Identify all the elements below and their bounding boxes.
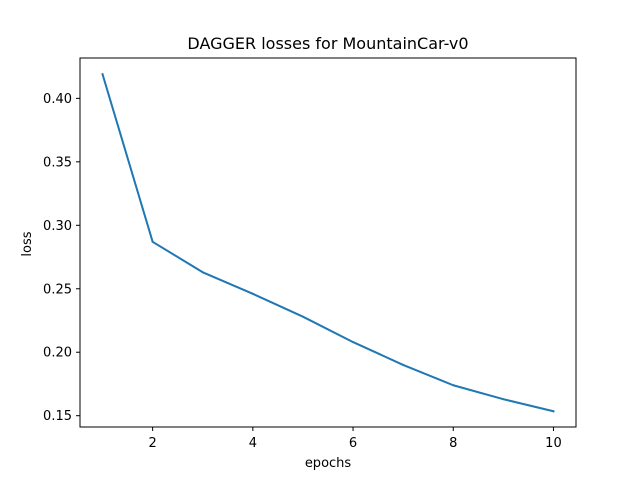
y-axis: 0.15 0.20 0.25 0.30 0.35 0.40 xyxy=(43,92,80,424)
y-tick-label: 0.40 xyxy=(43,92,72,107)
y-tick-label: 0.30 xyxy=(43,219,72,234)
series-line-0 xyxy=(101,73,555,413)
x-tick-label: 8 xyxy=(449,436,457,451)
y-tick-label: 0.25 xyxy=(43,282,72,297)
x-tick-label: 10 xyxy=(545,436,562,451)
data-point xyxy=(402,363,405,366)
data-point xyxy=(151,240,154,243)
y-tick-label: 0.15 xyxy=(43,409,72,424)
data-point xyxy=(502,398,505,401)
y-tick-label: 0.35 xyxy=(43,155,72,170)
data-point xyxy=(301,315,304,318)
x-tick-label: 6 xyxy=(349,436,357,451)
chart-title: DAGGER losses for MountainCar-v0 xyxy=(187,34,468,53)
data-point xyxy=(452,384,455,387)
data-point xyxy=(201,271,204,274)
x-tick-label: 2 xyxy=(149,436,157,451)
axes-frame xyxy=(79,57,577,428)
data-point xyxy=(352,341,355,344)
plot-area xyxy=(79,57,577,428)
data-point xyxy=(552,410,555,413)
x-axis-label: epochs xyxy=(305,456,352,471)
x-tick-label: 4 xyxy=(249,436,257,451)
data-point xyxy=(101,73,104,76)
y-axis-label: loss xyxy=(20,231,35,256)
y-tick-label: 0.20 xyxy=(43,346,72,361)
x-axis: 2 4 6 8 10 xyxy=(149,427,562,451)
data-point xyxy=(251,292,254,295)
